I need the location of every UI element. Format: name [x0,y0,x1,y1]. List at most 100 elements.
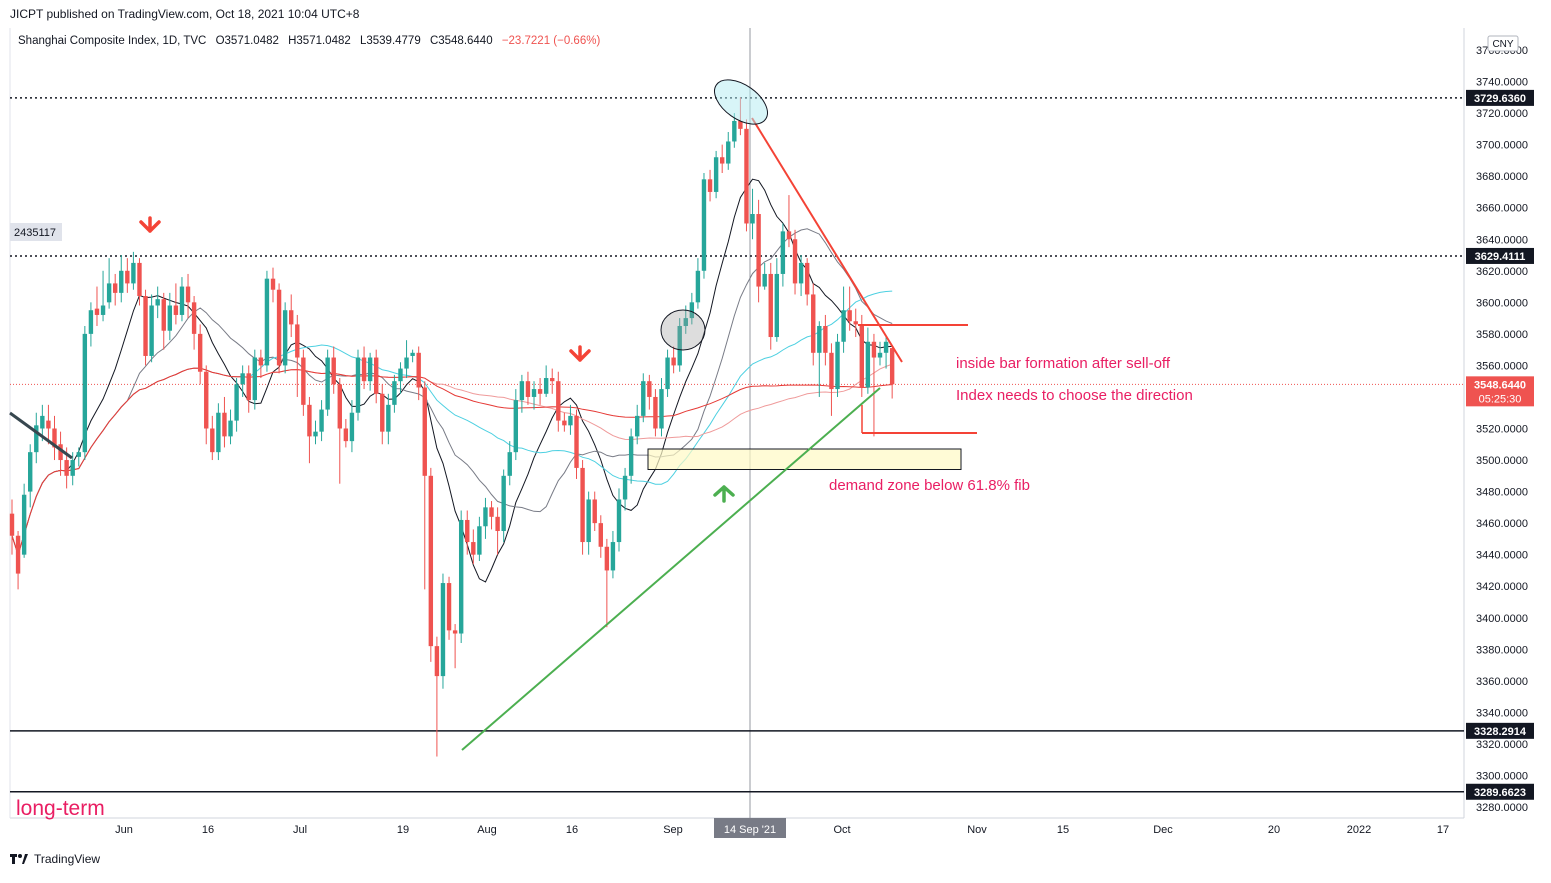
candle-body [191,302,197,334]
tradingview-logo-icon [10,854,28,864]
candle-body [28,452,33,492]
candle-body [628,436,634,476]
published-line: JICPT published on TradingView.com, Oct … [10,7,360,21]
time-tick-label: 20 [1268,824,1280,836]
candle-body [380,393,385,432]
candle-body [440,583,446,677]
candle-body [386,404,391,432]
price-tick-label: 3560.0000 [1476,360,1528,372]
ma-line [11,367,893,557]
candle-body [641,381,646,416]
price-tick-label: 3460.0000 [1476,518,1528,530]
time-tick-label: Oct [833,824,850,836]
candle-body [228,420,233,437]
candle-body [562,420,567,426]
candle-body [798,262,804,284]
symbol-name[interactable]: Shanghai Composite Index, 1D, TVC [18,35,207,47]
arrow-up-icon [713,485,735,503]
candle-body [732,120,737,142]
candle-body [325,357,330,410]
candle-body [835,341,840,390]
candle-body [786,231,792,240]
candle-body [185,286,191,303]
time-tick-label: Dec [1153,824,1173,836]
demand-zone [647,448,962,471]
price-tick-label: 3320.0000 [1476,739,1528,751]
level-price-label: 3629.4111 [1475,251,1526,263]
drawings: inside bar formation after sell-off Index… [9,79,1193,820]
annotation-text: Index needs to choose the direction [956,387,1193,404]
candle-body [149,305,154,356]
candle-body [319,409,324,432]
candle-body [343,428,349,442]
price-tick-label: 3520.0000 [1476,424,1528,436]
candle-body [689,302,695,319]
level-price-label: 3289.6623 [1474,787,1526,799]
price-tick-label: 3580.0000 [1476,329,1528,341]
candle-body [804,262,810,295]
candle-body [9,513,15,536]
candle-body [216,412,221,453]
candle-body [446,583,452,631]
candle-body [452,630,458,634]
downtrend-line [751,117,903,363]
candle-body [738,120,743,129]
candle-body [465,519,470,543]
tradingview-brand[interactable]: TradingView [10,852,100,866]
time-tick-label: 15 [1057,824,1069,836]
candle-body [392,381,397,405]
uptrend-line [461,387,881,751]
candle-body [750,214,755,224]
last-price-label: 3548.6440 [1474,379,1526,391]
candle-body [525,381,531,397]
candle-body [817,325,822,353]
candle-body [282,310,288,366]
time-tick-label: Jun [115,824,133,836]
candle-body [683,318,688,326]
high-value: H3571.0482 [288,35,351,47]
candle-body [574,415,579,468]
candle-body [768,273,773,338]
candle-body [871,341,877,358]
candle-body [252,357,257,401]
candle-body [531,389,537,397]
candle-body [719,157,725,164]
candle-body [21,494,27,555]
candle-body [829,352,834,390]
candle-body [264,278,270,366]
candle-body [155,299,160,306]
candle-body [34,425,39,453]
candle-body [610,542,616,571]
candle-body [592,499,597,524]
candle-body [507,452,512,476]
candle-body [774,273,780,338]
crosshair-date-label: 14 Sep '21 [724,824,776,836]
candle-body [240,373,245,385]
volume-label-box [10,223,62,241]
time-tick-label: 19 [397,824,409,836]
candle-body [543,378,549,394]
level-price-tag [1466,89,1534,106]
grid [9,28,1465,819]
candle-body [568,415,573,426]
price-tick-label: 3640.0000 [1476,234,1528,246]
price-tick-label: 3380.0000 [1476,644,1528,656]
low-value: L3539.4779 [359,35,421,47]
candle-body [744,128,749,224]
candles [9,97,895,757]
candle-body [841,310,846,342]
candle-body [337,384,342,429]
candle-body [349,412,355,442]
price-tick-label: 3740.0000 [1476,77,1528,89]
candle-body [762,273,767,287]
candle-body [422,387,427,476]
candle-body [483,507,488,527]
price-tick-label: 3500.0000 [1476,455,1528,467]
candle-body [550,378,555,382]
price-tick-label: 3420.0000 [1476,581,1528,593]
price-axis: 3280.0000 3300.0000 3320.0000 3340.0000 3360… [10,35,1534,814]
candle-body [458,519,464,634]
candle-body [701,179,707,271]
